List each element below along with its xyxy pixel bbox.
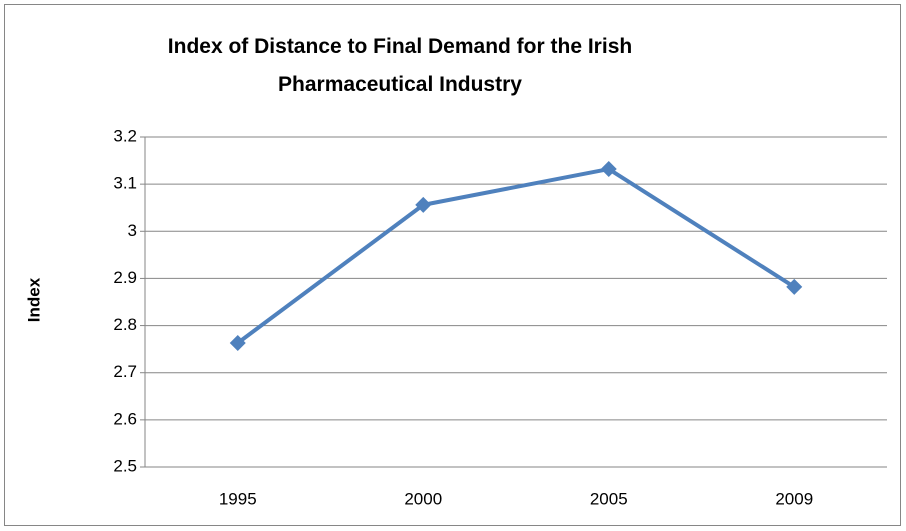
data-point [786, 278, 803, 295]
y-tick-label: 2.7 [113, 362, 137, 381]
y-tick-label: 3 [128, 221, 137, 240]
data-point [415, 196, 432, 213]
chart-frame [4, 4, 901, 526]
x-tick-label: 2000 [404, 489, 442, 508]
data-point [229, 335, 246, 352]
y-tick-label: 2.9 [113, 268, 137, 287]
y-tick-label: 2.6 [113, 409, 137, 428]
x-tick-label: 2009 [775, 489, 813, 508]
y-tick-label: 2.5 [113, 456, 137, 475]
y-tick-label: 2.8 [113, 315, 137, 334]
data-point [600, 161, 617, 178]
y-tick-label: 3.1 [113, 174, 137, 193]
y-axis-label: Index [24, 277, 43, 322]
y-tick-label: 3.2 [113, 126, 137, 145]
x-tick-label: 1995 [219, 489, 257, 508]
series-line [236, 167, 796, 345]
x-tick-label: 2005 [590, 489, 628, 508]
chart-title: Index of Distance to Final Demand for th… [167, 35, 633, 96]
